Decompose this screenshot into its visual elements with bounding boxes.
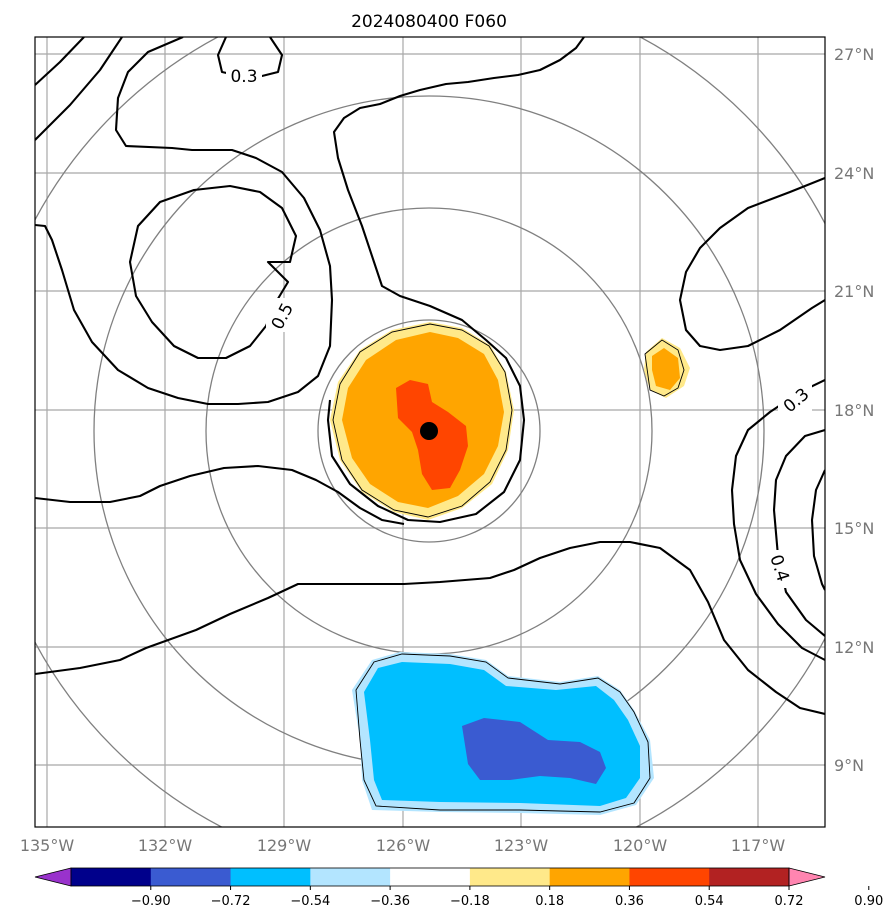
shading-outlines (332, 323, 685, 813)
contour-label-backings (226, 64, 812, 588)
colorbar-swatch (629, 868, 710, 886)
lat-tick-label: 24°N (834, 164, 874, 183)
colorbar-tick-label: −0.36 (370, 894, 410, 909)
colorbar-swatch (310, 868, 391, 886)
colorbar-swatch (150, 868, 232, 886)
colorbar-tick-label: 0.18 (535, 894, 564, 909)
colorbar-tick-label: −0.90 (131, 894, 171, 909)
lat-tick-label: 9°N (834, 756, 864, 775)
colorbar: −0.90 −0.72 −0.54 −0.36 −0.18 0.18 0.36 0.54 0.7… (34, 867, 883, 909)
lat-tick-label: 21°N (834, 282, 874, 301)
colorbar-tick-label: −0.72 (211, 894, 251, 909)
negative-anomaly-shading (352, 652, 654, 815)
lat-tick-label: 27°N (834, 45, 874, 64)
contour-label: 0.3 (230, 67, 257, 87)
lon-tick-label: 135°W (20, 836, 75, 855)
lon-tick-label: 126°W (376, 836, 431, 855)
lon-tick-labels: 135°W 132°W 129°W 126°W 123°W 120°W 117°… (20, 836, 786, 855)
map-title: 2024080400 F060 (351, 12, 507, 32)
map-area: 0.3 0.5 0.3 0.4 (35, 37, 825, 827)
colorbar-tick-label: 0.90 (854, 894, 883, 909)
lon-tick-label: 123°W (494, 836, 549, 855)
colorbar-swatch (230, 868, 311, 886)
colorbar-swatch (549, 868, 630, 886)
lon-tick-label: 120°W (613, 836, 668, 855)
lat-tick-label: 12°N (834, 638, 874, 657)
colorbar-tick-label: −0.18 (450, 894, 490, 909)
lon-tick-label: 117°W (731, 836, 786, 855)
contour-lines (35, 37, 825, 716)
colorbar-tick-label: 0.36 (615, 894, 644, 909)
colorbar-tick-label: −0.54 (290, 894, 330, 909)
colorbar-swatch (709, 868, 790, 886)
lat-tick-labels: 27°N 24°N 21°N 18°N 15°N 12°N 9°N (834, 45, 874, 775)
colorbar-tick-label: 0.54 (695, 894, 724, 909)
map-frame (34, 36, 826, 828)
lat-tick-label: 15°N (834, 519, 874, 538)
colorbar-swatch (390, 868, 471, 886)
colorbar-extend-high (788, 867, 826, 887)
colorbar-tick-label: 0.72 (775, 894, 804, 909)
colorbar-extend-low (34, 867, 72, 887)
colorbar-swatch (71, 868, 152, 886)
colorbar-frame (70, 867, 790, 887)
storm-center-marker (420, 422, 438, 440)
colorbar-swatch (469, 868, 551, 886)
lon-tick-label: 129°W (257, 836, 312, 855)
lat-tick-label: 18°N (834, 401, 874, 420)
lon-tick-label: 132°W (138, 836, 193, 855)
